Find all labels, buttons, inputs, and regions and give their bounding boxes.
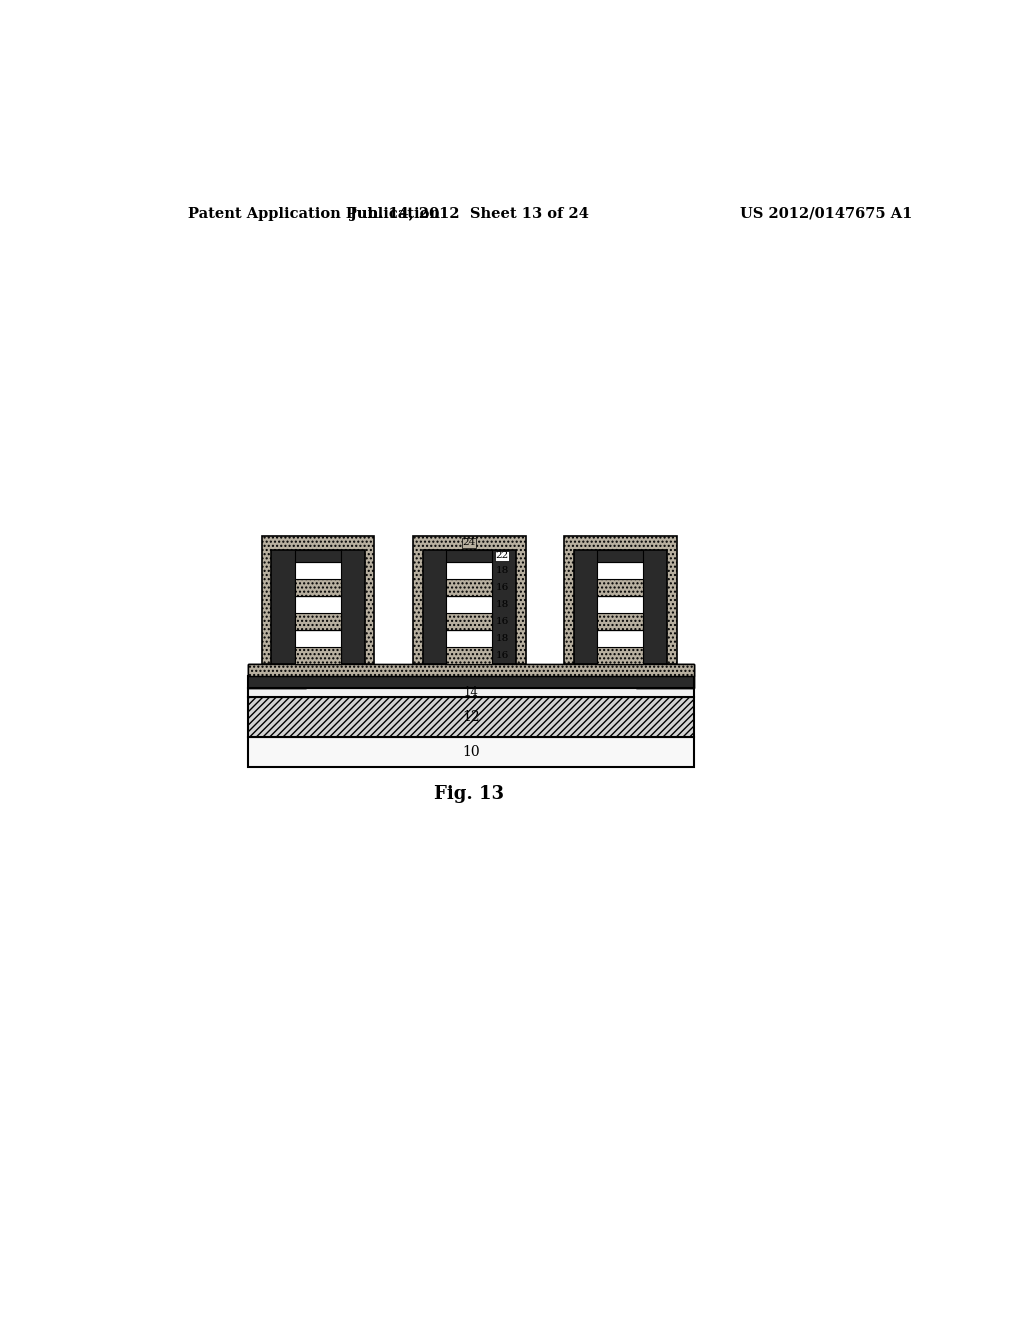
Bar: [295, 630, 341, 647]
Text: Fig. 13: Fig. 13: [434, 784, 504, 803]
Bar: [445, 578, 493, 595]
Bar: [445, 595, 493, 612]
Bar: [248, 664, 306, 688]
Bar: [248, 676, 693, 688]
Bar: [597, 630, 643, 647]
Bar: [248, 664, 693, 676]
Text: 18: 18: [496, 599, 509, 609]
Bar: [597, 578, 643, 595]
Bar: [248, 738, 693, 767]
Bar: [423, 549, 516, 664]
Bar: [445, 549, 493, 562]
Bar: [295, 549, 341, 562]
Text: 16: 16: [496, 651, 509, 660]
Bar: [597, 612, 643, 630]
Text: Patent Application Publication: Patent Application Publication: [188, 207, 440, 220]
Bar: [295, 578, 341, 595]
Bar: [597, 549, 643, 562]
Bar: [597, 647, 643, 664]
Bar: [248, 697, 693, 738]
Bar: [271, 549, 366, 664]
Text: 12: 12: [462, 710, 480, 725]
Text: 10: 10: [462, 744, 480, 759]
Bar: [445, 647, 493, 664]
Bar: [248, 676, 306, 688]
Bar: [597, 595, 643, 612]
Text: 22: 22: [496, 552, 509, 560]
Bar: [564, 536, 677, 664]
Text: 18: 18: [496, 566, 509, 574]
Bar: [573, 549, 668, 664]
Text: 24: 24: [463, 539, 475, 546]
Bar: [445, 630, 493, 647]
Text: US 2012/0147675 A1: US 2012/0147675 A1: [740, 207, 912, 220]
Bar: [445, 612, 493, 630]
Bar: [445, 647, 493, 664]
Bar: [445, 562, 493, 579]
Bar: [295, 595, 341, 612]
Bar: [248, 664, 693, 676]
Bar: [295, 612, 341, 630]
Text: 14: 14: [464, 686, 478, 700]
Bar: [597, 612, 643, 630]
Text: 18: 18: [496, 634, 509, 643]
Text: 16: 16: [496, 616, 509, 626]
Bar: [248, 688, 693, 697]
Text: Jun. 14, 2012  Sheet 13 of 24: Jun. 14, 2012 Sheet 13 of 24: [349, 207, 589, 220]
Text: 16: 16: [496, 583, 509, 591]
Bar: [597, 647, 643, 664]
Bar: [636, 664, 693, 688]
Bar: [445, 578, 493, 595]
Bar: [414, 536, 525, 664]
Bar: [636, 676, 693, 688]
Bar: [295, 612, 341, 630]
Bar: [295, 647, 341, 664]
Bar: [262, 536, 375, 664]
Bar: [295, 647, 341, 664]
Bar: [295, 562, 341, 579]
Bar: [445, 612, 493, 630]
Bar: [295, 578, 341, 595]
Bar: [597, 562, 643, 579]
Bar: [597, 578, 643, 595]
Bar: [248, 676, 693, 688]
